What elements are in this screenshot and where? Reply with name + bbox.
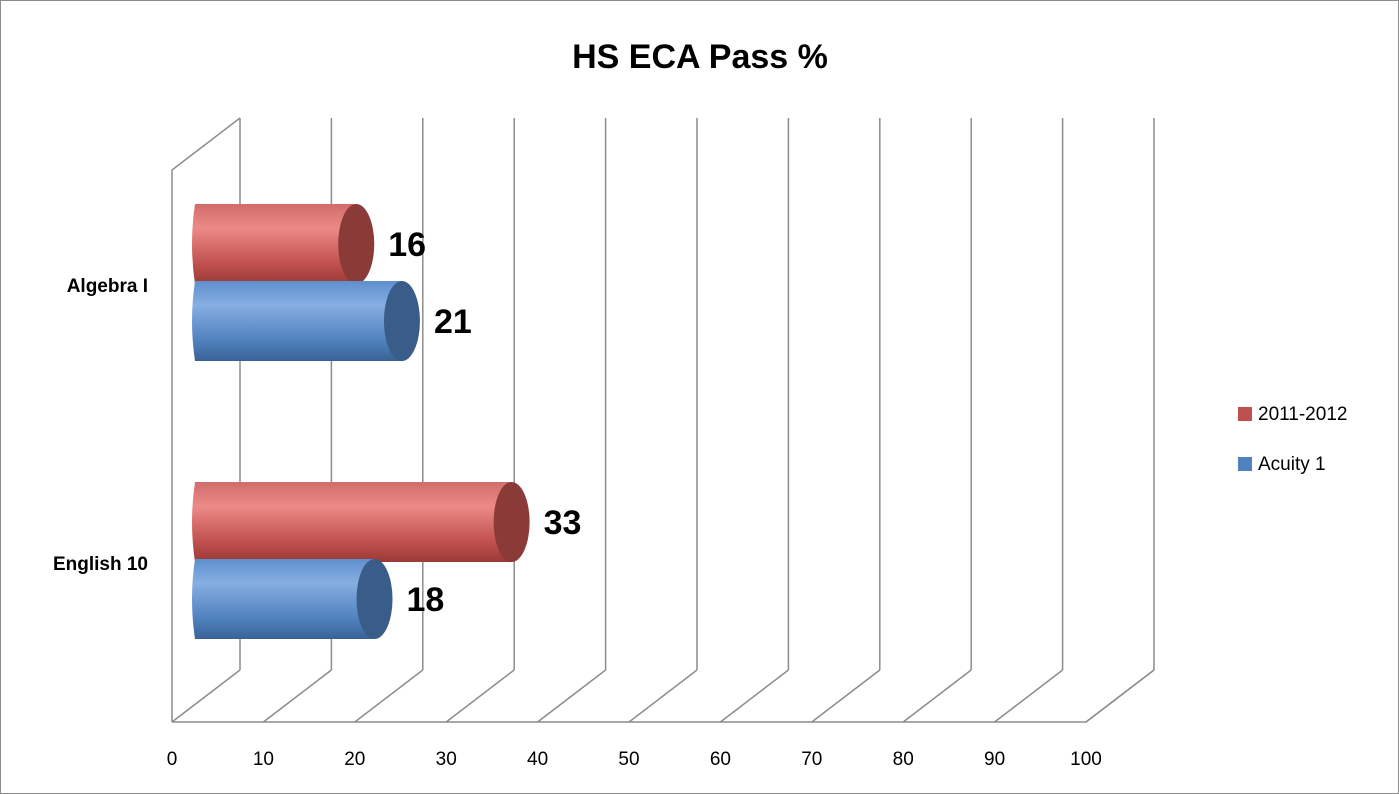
bar-end-cap [338, 204, 375, 284]
category-labels: Algebra I English 10 [53, 276, 148, 575]
data-labels: 16 21 33 18 [388, 226, 581, 619]
bar-body [192, 281, 402, 361]
x-tick-label: 100 [1070, 749, 1102, 770]
data-label: 16 [388, 226, 426, 264]
x-tick-label: 80 [893, 749, 914, 770]
bar-end-cap [383, 281, 420, 361]
legend-label: 2011-2012 [1258, 404, 1347, 425]
legend-swatch [1238, 457, 1252, 471]
floor-gridline [994, 669, 1064, 723]
chart-title: HS ECA Pass % [572, 38, 828, 76]
category-label: English 10 [53, 554, 148, 575]
x-axis-ticks: 0 10 20 30 40 50 60 70 80 90 100 [167, 749, 1102, 770]
x-tick-label: 10 [253, 749, 274, 770]
data-label: 33 [544, 504, 582, 542]
x-tick-label: 40 [527, 749, 548, 770]
floor-gridline [902, 669, 972, 723]
data-label: 21 [434, 303, 472, 341]
bar-body [192, 559, 375, 639]
x-tick-label: 0 [167, 749, 178, 770]
x-tick-label: 70 [801, 749, 822, 770]
bar-end-cap [356, 559, 393, 639]
category-label: Algebra I [67, 276, 148, 297]
bar-body [192, 204, 357, 284]
legend: 2011-2012 Acuity 1 [1238, 404, 1347, 475]
side-wall [171, 117, 241, 722]
x-tick-label: 50 [618, 749, 639, 770]
bar-body [192, 482, 512, 562]
floor-gridline [171, 669, 241, 723]
x-tick-label: 30 [436, 749, 457, 770]
floor-gridline [811, 669, 881, 723]
bar-series [192, 204, 530, 639]
data-label: 18 [407, 581, 445, 619]
floor-gridline [537, 669, 607, 723]
floor-gridline [262, 669, 332, 723]
x-tick-label: 60 [710, 749, 731, 770]
floor-gridline [628, 669, 698, 723]
legend-swatch [1238, 407, 1252, 421]
bar-end-cap [493, 482, 530, 562]
x-tick-label: 90 [984, 749, 1005, 770]
floor-gridline [354, 669, 424, 723]
x-tick-label: 20 [344, 749, 365, 770]
floor-gridline [719, 669, 789, 723]
legend-label: Acuity 1 [1258, 454, 1326, 475]
floor-gridline [445, 669, 515, 723]
floor-gridline [1085, 669, 1155, 723]
